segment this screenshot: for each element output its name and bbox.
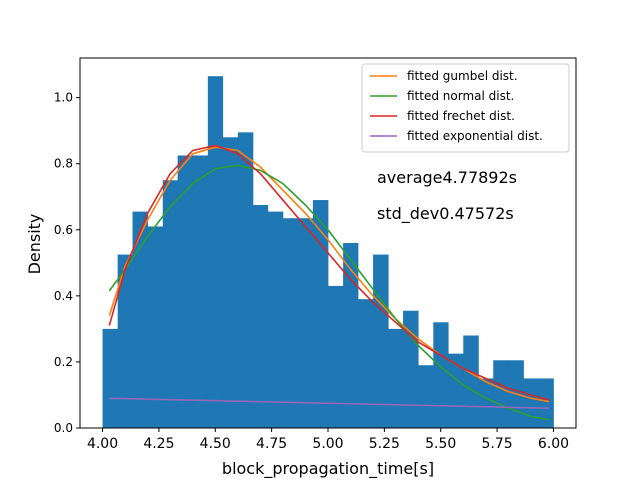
histogram-bar — [418, 365, 434, 428]
curve-fitted-gumbel-dist — [108, 146, 550, 403]
histogram-bar — [237, 132, 254, 428]
x-axis-ticks: 4.00 4.25 4.50 4.75 5.00 5.25 5.50 5.75 6.00 — [87, 428, 569, 452]
histogram-bar — [538, 378, 554, 428]
x-tick-label: 4.25 — [143, 436, 174, 452]
histogram-bar — [207, 76, 224, 428]
histogram-bar — [298, 218, 314, 428]
histogram-bar — [192, 155, 209, 428]
histogram-bar — [493, 360, 509, 428]
curve-fitted-frechet-dist — [108, 144, 550, 401]
y-tick-label: 0.2 — [54, 355, 73, 369]
y-tick-label: 0.8 — [54, 157, 73, 171]
histogram-bar — [343, 243, 359, 428]
histogram-bar — [102, 328, 119, 428]
histogram-bar — [373, 254, 389, 428]
histogram-bar — [463, 335, 479, 428]
y-tick-label: 0.4 — [54, 289, 73, 303]
y-tick-label: 0.6 — [54, 223, 73, 237]
legend-label: fitted frechet dist. — [407, 109, 515, 123]
histogram-bar — [523, 378, 539, 428]
histogram-bar — [388, 328, 404, 428]
histogram-bar — [312, 200, 329, 428]
x-tick-label: 4.50 — [200, 436, 231, 452]
x-axis-title: block_propagation_time[s] — [222, 459, 434, 479]
histogram-bar — [117, 254, 133, 428]
x-tick-label: 5.00 — [312, 436, 343, 452]
legend-label: fitted gumbel dist. — [407, 69, 518, 83]
histogram-bar — [267, 211, 284, 428]
histogram-bars — [102, 76, 554, 429]
y-tick-label: 0.0 — [54, 421, 73, 435]
histogram-bar — [328, 285, 344, 428]
average-annotation: average4.77892s — [377, 168, 517, 187]
x-tick-label: 5.25 — [369, 436, 400, 452]
x-tick-label: 6.00 — [538, 436, 569, 452]
histogram-bar — [478, 378, 494, 428]
histogram-bar — [222, 137, 239, 429]
x-tick-label: 4.00 — [87, 436, 118, 452]
x-tick-label: 5.50 — [425, 436, 456, 452]
std-dev-annotation: std_dev0.47572s — [377, 204, 514, 224]
histogram-bar — [132, 211, 149, 428]
legend-label: fitted exponential dist. — [407, 129, 543, 143]
x-tick-label: 4.75 — [256, 436, 287, 452]
curve-fitted-normal-dist — [108, 164, 550, 421]
fitted-curves — [108, 144, 550, 421]
histogram-bar — [357, 299, 374, 428]
histogram-bar — [162, 180, 179, 428]
histogram-bar — [147, 226, 164, 428]
histogram-bar — [448, 353, 464, 428]
y-axis-title: Density — [25, 214, 44, 275]
legend-box — [361, 63, 570, 153]
x-tick-label: 5.75 — [482, 436, 513, 452]
curve-fitted-exponential-dist — [109, 397, 549, 409]
legend: fitted gumbel dist. fitted normal dist. fi… — [361, 63, 570, 153]
histogram-bar — [433, 322, 449, 428]
legend-label: fitted normal dist. — [407, 89, 514, 103]
y-axis-ticks: 0.0 0.2 0.4 0.6 0.8 1.0 — [54, 91, 80, 435]
histogram-bar — [282, 218, 299, 428]
y-tick-label: 1.0 — [54, 91, 73, 105]
histogram-bar — [177, 155, 194, 428]
histogram-bar — [252, 205, 269, 428]
